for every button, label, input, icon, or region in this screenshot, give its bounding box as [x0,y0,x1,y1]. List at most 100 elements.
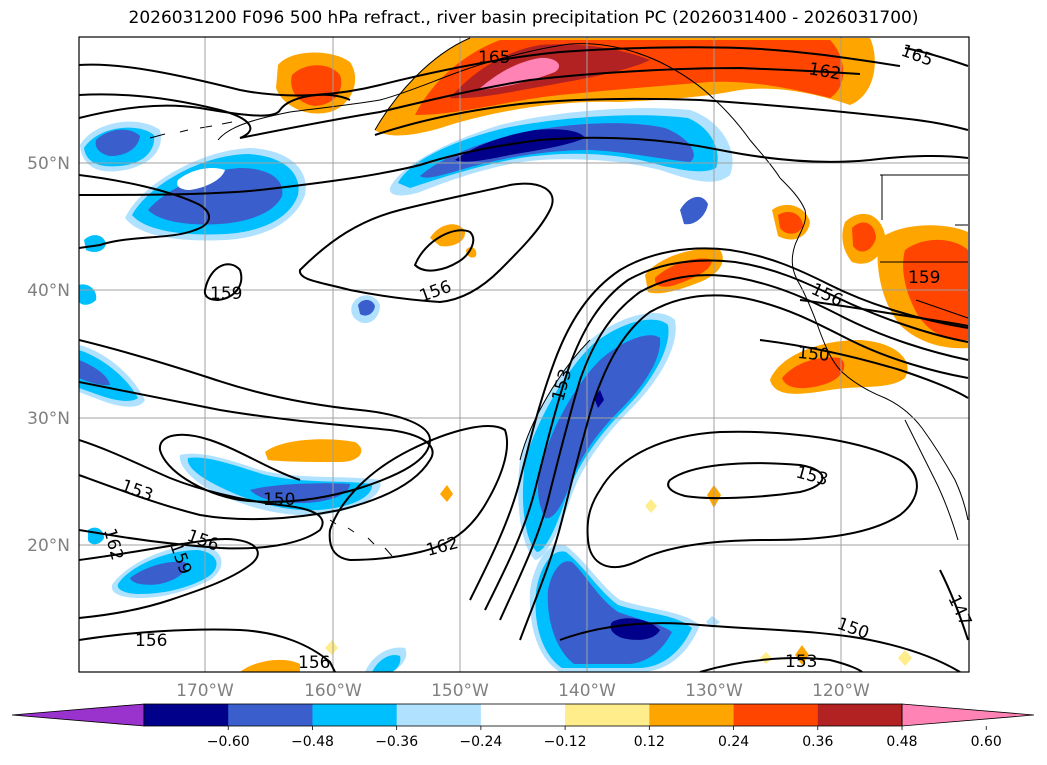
colorbar-tick-label: −0.12 [544,734,587,750]
colorbar-cell [228,704,313,726]
shade-band-north-pink [478,57,560,90]
shade-ca-red [782,357,845,389]
shade-bottom-blob-3 [760,652,772,664]
coastlines [149,43,969,557]
colorbar-cell [480,704,566,726]
colorbar-cell [817,704,903,726]
shade-nca-red [852,222,876,252]
shade-neg-w2-hole [177,168,225,190]
contour-165-north [79,46,901,97]
shade-neg-central-navy [594,390,604,408]
colorbar-tick-label: −0.24 [459,734,502,750]
lat-label-40n: 40°N [27,281,70,301]
lon-label-170w: 170°W [176,681,234,701]
contour-153-east [586,430,918,569]
colorbar-tick-label: 0.24 [718,734,749,750]
contour-south-w-2 [79,381,434,521]
colorbar-tick-label: 0.60 [971,734,1002,750]
contour-label: 159 [210,284,242,304]
contour-mid-loop [298,182,554,304]
contour-central-jet-1 [469,247,969,601]
shade-neg-157w-blue [358,299,375,316]
contour-label: 159 [908,268,940,288]
contour-label: 156 [135,631,167,651]
contour-label: 150 [263,490,295,510]
shade-bottom-blob-5 [795,645,809,665]
contour-162-central [328,425,509,562]
contour-south-w-1 [79,339,432,503]
shade-bottom-blob-2 [325,640,338,655]
contour-central-jet-2 [484,259,969,611]
latitude-labels: 50°N 40°N 30°N 20°N [27,154,70,556]
colorbar-tick-label: 0.48 [886,734,917,750]
bc-coast [779,177,807,286]
map-frame [78,36,970,673]
lon-label-160w: 160°W [304,681,362,701]
colorbar: −0.60 −0.48 −0.36 −0.24 −0.12 0.12 0.24 0.36 0.4… [11,703,1035,750]
shade-neg-w3 [84,235,106,252]
shade-bottom-blob-1 [240,659,300,672]
contour-153-west [79,439,324,550]
colorbar-tick-label: −0.48 [291,734,334,750]
shade-pnw-red [778,212,803,234]
contour-156-sw [79,538,259,619]
contours [79,46,969,672]
contour-150-se [559,622,961,672]
contour-label-extra: 156 [298,653,330,673]
contour-159-w [203,263,243,302]
shade-neg-north-navy [455,129,585,162]
shading-negative [79,108,733,672]
colorbar-cell [565,704,650,726]
shade-blob-155w [466,247,477,258]
colorbar-cell [649,704,735,726]
shade-neg-swb-blue [130,561,187,585]
shade-neg-central-blue [537,335,661,519]
lon-label-130w: 130°W [685,681,743,701]
baja-coast [904,419,959,541]
lon-label-150w: 150°W [431,681,489,701]
us-state-line-3 [915,299,969,319]
contour-153-inner [667,462,824,500]
shade-neg-bottom-2 [372,654,401,672]
contour-west-big [79,174,210,249]
shade-neg-134w [680,196,708,225]
thin-contour-shade-edge-1 [374,37,471,131]
lon-label-140w: 140°W [558,681,616,701]
shade-neg-sw-cyan [79,350,138,401]
contour-nw-long [79,136,969,196]
colorbar-cell [312,704,398,726]
shade-neg-w4 [79,284,97,305]
contour-156-inner [413,229,475,272]
colorbar-extend-low [11,703,145,727]
lon-label-120w: 120°W [812,681,870,701]
shade-neg-w2-blue [148,168,283,225]
colorbar-cell [396,704,482,726]
shade-neg-north-blue [420,123,694,178]
shade-neg-sw-blue [79,360,110,386]
shade-small-diamond-2 [645,499,657,513]
colorbar-tick-label: −0.60 [207,734,250,750]
contour-153-bottom [699,657,863,672]
west-us-coast [799,284,969,521]
lat-label-20n: 20°N [27,536,70,556]
contour-156-bottom [79,628,336,672]
colorbar-cell [733,704,819,726]
contour-159-west [79,93,351,119]
lat-label-30n: 30°N [27,409,70,429]
lat-label-50n: 50°N [27,154,70,174]
longitude-labels: 170°W 160°W 150°W 140°W 130°W 120°W [176,681,870,701]
contours-thin [374,37,591,461]
contour-150-ne [759,339,969,399]
contour-central-jet-3 [499,274,969,621]
contour-label: 165 [478,48,510,68]
shade-bottom-blob-4 [898,650,912,666]
colorbar-tick-label: 0.12 [634,734,665,750]
shade-neg-w1-blue [95,129,140,156]
contour-north-upper [374,97,969,136]
contour-label: 153 [785,652,817,672]
colorbar-tick-label: 0.36 [802,734,833,750]
colorbar-extend-high [901,703,1035,727]
colorbar-tick-label: −0.36 [375,734,418,750]
contour-147-se [939,569,969,641]
